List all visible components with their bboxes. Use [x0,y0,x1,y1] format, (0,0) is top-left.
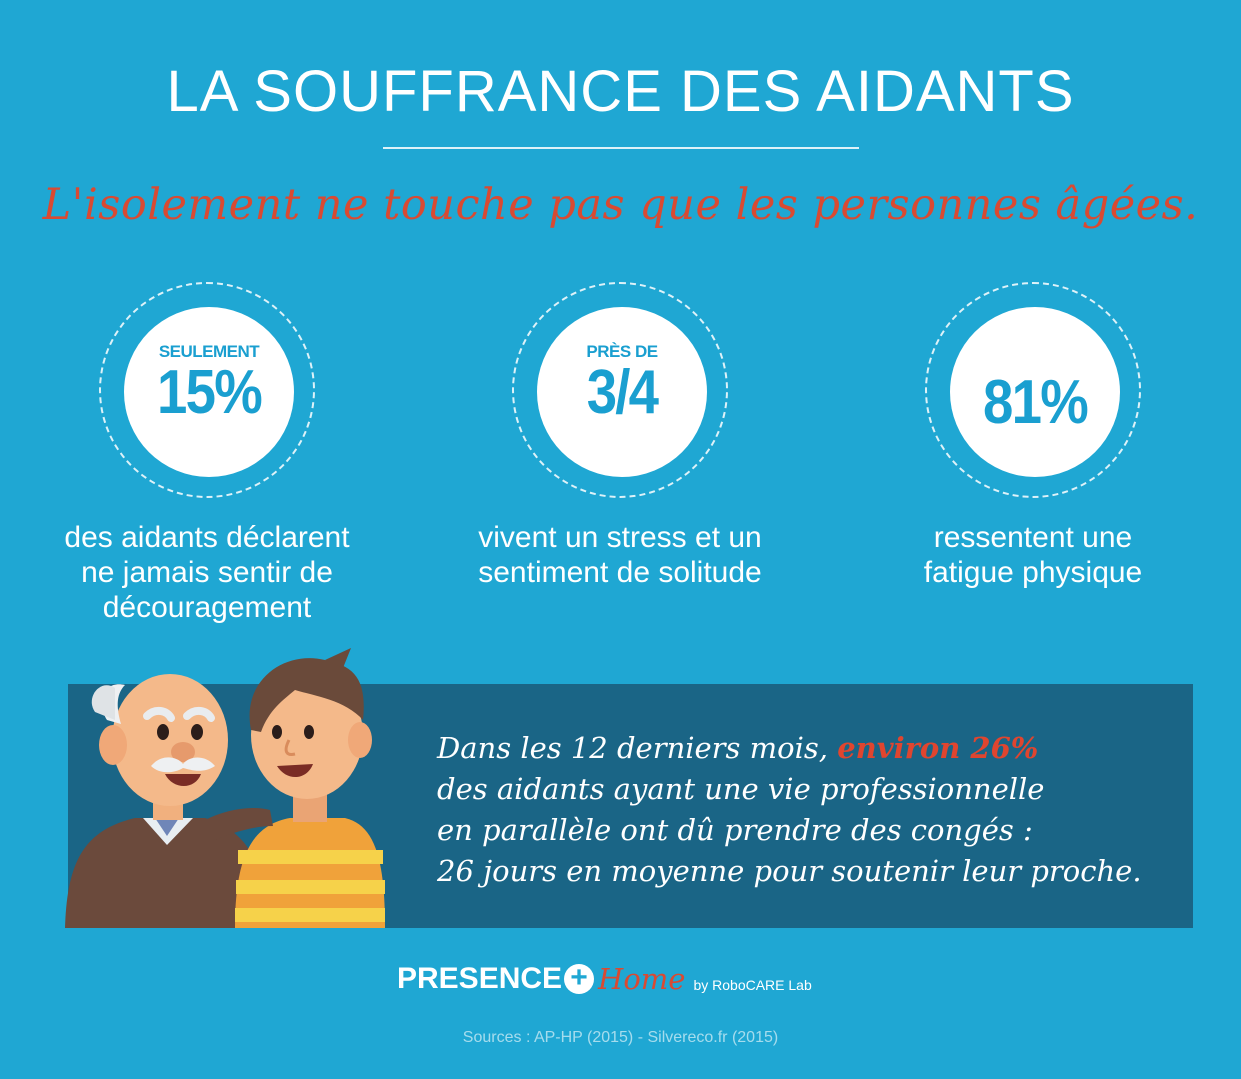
page-title: LA SOUFFRANCE DES AIDANTS [166,59,1075,124]
brand-name: PRESENCE [397,962,563,995]
stat-ring-1: SEULEMENT 15% [99,282,315,498]
stat-disc-2: PRÈS DE 3/4 [537,307,707,477]
stat-ring-3: 81% [925,282,1141,498]
stat-disc-1: SEULEMENT 15% [124,307,294,477]
quote-line-4: 26 jours en moyenne pour soutenir leur p… [437,854,1142,888]
stat-value: 3/4 [586,358,659,427]
plus-icon: + [564,963,595,994]
stat-card-1: SEULEMENT 15% des aidants déclarent ne j… [17,282,397,625]
title-divider [383,147,859,149]
brand-by: by RoboCARE Lab [693,977,812,993]
quote-line-2: des aidants ayant une vie professionnell… [437,772,1045,806]
sources-footnote: Sources : AP-HP (2015) - Silvereco.fr (2… [462,1029,779,1046]
stat-desc-line: des aidants déclarent [64,521,350,554]
stat-card-2: PRÈS DE 3/4 vivent un stress et un senti… [430,282,810,590]
stat-desc-line: ne jamais sentir de [81,556,333,589]
quote-highlight: environ 26% [837,731,1039,765]
brand-home: Home [598,962,686,996]
stat-ring-2: PRÈS DE 3/4 [512,282,728,498]
stat-desc-line: vivent un stress et un [478,521,762,554]
stat-card-3: 81% ressentent une fatigue physique [843,282,1223,590]
stat-desc-line: fatigue physique [923,556,1143,589]
stat-disc-3: 81% [950,307,1120,477]
brand-logo: PRESENCE + Home by RoboCARE Lab [397,962,812,1002]
stat-prefix: SEULEMENT [158,342,260,361]
stat-desc-line: ressentent une [933,521,1133,554]
page-subtitle: L'isolement ne touche pas que les person… [42,180,1199,230]
stat-description: ressentent une fatigue physique [843,520,1223,590]
stat-desc-line: découragement [102,591,312,624]
stat-value: 81% [983,368,1089,437]
stat-prefix: PRÈS DE [586,342,658,361]
caregivers-illustration-icon [65,648,385,928]
stat-value: 15% [157,358,263,427]
stat-description: vivent un stress et un sentiment de soli… [430,520,810,590]
quote-line-3: en parallèle ont dû prendre des congés : [437,813,1033,847]
quote-line-1: Dans les 12 derniers mois, [437,731,838,765]
stat-desc-line: sentiment de solitude [478,556,762,589]
stat-description: des aidants déclarent ne jamais sentir d… [17,520,397,625]
banner-quote: Dans les 12 derniers mois, environ 26% d… [437,728,1217,892]
